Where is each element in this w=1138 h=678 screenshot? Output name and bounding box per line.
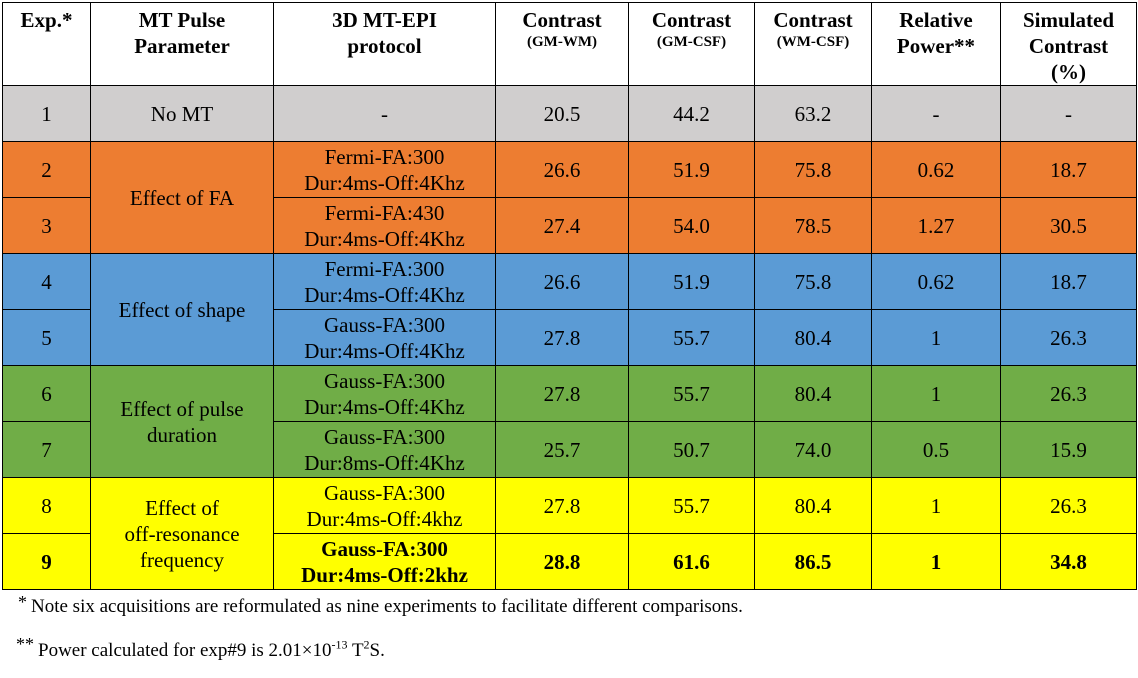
sim-cell: 18.7 [1000, 253, 1137, 310]
wm-csf-cell: 63.2 [754, 85, 872, 142]
protocol-cell: Gauss-FA:300 Dur:4ms-Off:4Khz [273, 309, 496, 366]
power-cell: 1.27 [871, 197, 1001, 254]
protocol-cell: Gauss-FA:300 Dur:4ms-Off:2khz [273, 533, 496, 590]
group-effect-of-off-resonance: Effect of off-resonance frequency [90, 477, 274, 590]
power-cell: 0.62 [871, 253, 1001, 310]
exp-cell: 3 [2, 197, 91, 254]
gm-csf-cell: 61.6 [628, 533, 755, 590]
group-effect-of-pulse-duration: Effect of pulse duration [90, 365, 274, 478]
header-contrast-gm-csf: Contrast (GM-CSF) [628, 2, 755, 86]
header-relative-power: Relative Power** [871, 2, 1001, 86]
gm-wm-cell: 26.6 [495, 141, 629, 198]
gm-csf-cell: 55.7 [628, 365, 755, 422]
wm-csf-cell: 75.8 [754, 141, 872, 198]
table-row: 7 Gauss-FA:300 Dur:8ms-Off:4Khz 25.7 50.7… [2, 421, 1137, 478]
power-cell: 0.62 [871, 141, 1001, 198]
table-row: 2 Effect of FA Fermi-FA:300 Dur:4ms-Off:4… [2, 141, 1137, 254]
wm-csf-cell: 80.4 [754, 477, 872, 534]
power-cell: - [871, 85, 1001, 142]
table-row: 1 No MT - 20.5 44.2 63.2 - - [2, 85, 1137, 142]
exp-cell: 9 [2, 533, 91, 590]
footnote-1-text: Note six acquisitions are reformulated a… [31, 596, 743, 617]
exp-cell: 4 [2, 253, 91, 310]
header-mt-pulse: MT Pulse Parameter [90, 2, 274, 86]
wm-csf-cell: 80.4 [754, 309, 872, 366]
power-cell: 1 [871, 365, 1001, 422]
gm-wm-cell: 27.8 [495, 365, 629, 422]
results-table: Exp.* MT Pulse Parameter 3D MT-EPI protoco… [2, 2, 1137, 590]
power-cell: 1 [871, 477, 1001, 534]
wm-csf-cell: 80.4 [754, 365, 872, 422]
wm-csf-cell: 78.5 [754, 197, 872, 254]
footnote-2: ** Power calculated for exp#9 is 2.01×10… [16, 634, 385, 662]
header-protocol: 3D MT-EPI protocol [273, 2, 496, 86]
gm-csf-cell: 51.9 [628, 253, 755, 310]
power-cell: 1 [871, 309, 1001, 366]
sim-cell: 26.3 [1000, 309, 1137, 366]
group-effect-of-shape: Effect of shape [90, 253, 274, 366]
protocol-cell: Fermi-FA:430 Dur:4ms-Off:4Khz [273, 197, 496, 254]
table-row: 3 Fermi-FA:430 Dur:4ms-Off:4Khz 27.4 54.0… [2, 197, 1137, 254]
protocol-cell: Fermi-FA:300 Dur:4ms-Off:4Khz [273, 141, 496, 198]
wm-csf-cell: 86.5 [754, 533, 872, 590]
power-cell: 1 [871, 533, 1001, 590]
group-no-mt: No MT [90, 85, 274, 142]
gm-wm-cell: 27.8 [495, 309, 629, 366]
footnote-1-mark: * [18, 592, 27, 612]
protocol-cell: - [273, 85, 496, 142]
gm-wm-cell: 25.7 [495, 421, 629, 478]
protocol-cell: Gauss-FA:300 Dur:4ms-Off:4khz [273, 477, 496, 534]
gm-wm-cell: 27.8 [495, 477, 629, 534]
gm-wm-cell: 26.6 [495, 253, 629, 310]
gm-csf-cell: 51.9 [628, 141, 755, 198]
gm-csf-cell: 55.7 [628, 477, 755, 534]
gm-wm-cell: 28.8 [495, 533, 629, 590]
gm-wm-cell: 20.5 [495, 85, 629, 142]
table-row: 8 Effect of off-resonance frequency Gauss-… [2, 477, 1137, 590]
sim-cell: 26.3 [1000, 365, 1137, 422]
header-contrast-wm-csf: Contrast (WM-CSF) [754, 2, 872, 86]
header-exp: Exp.* [2, 2, 91, 86]
sim-cell: - [1000, 85, 1137, 142]
gm-wm-cell: 27.4 [495, 197, 629, 254]
protocol-cell: Fermi-FA:300 Dur:4ms-Off:4Khz [273, 253, 496, 310]
gm-csf-cell: 44.2 [628, 85, 755, 142]
table-row: 6 Effect of pulse duration Gauss-FA:300 Du… [2, 365, 1137, 478]
protocol-cell: Gauss-FA:300 Dur:4ms-Off:4Khz [273, 365, 496, 422]
exp-cell: 5 [2, 309, 91, 366]
gm-csf-cell: 50.7 [628, 421, 755, 478]
group-effect-of-fa: Effect of FA [90, 141, 274, 254]
sim-cell: 15.9 [1000, 421, 1137, 478]
sim-cell: 34.8 [1000, 533, 1137, 590]
power-cell: 0.5 [871, 421, 1001, 478]
sim-cell: 30.5 [1000, 197, 1137, 254]
sim-cell: 26.3 [1000, 477, 1137, 534]
exp-cell: 2 [2, 141, 91, 198]
wm-csf-cell: 74.0 [754, 421, 872, 478]
sim-cell: 18.7 [1000, 141, 1137, 198]
header-simulated-contrast: Simulated Contrast (%) [1000, 2, 1137, 86]
gm-csf-cell: 55.7 [628, 309, 755, 366]
header-contrast-gm-wm: Contrast (GM-WM) [495, 2, 629, 86]
header-row: Exp.* MT Pulse Parameter 3D MT-EPI protoco… [2, 2, 1137, 86]
wm-csf-cell: 75.8 [754, 253, 872, 310]
gm-csf-cell: 54.0 [628, 197, 755, 254]
footnote-1: * Note six acquisitions are reformulated… [18, 592, 743, 618]
table-row: 4 Effect of shape Fermi-FA:300 Dur:4ms-Of… [2, 253, 1137, 366]
exp-cell: 7 [2, 421, 91, 478]
exp-cell: 1 [2, 85, 91, 142]
footnote-2-text: Power calculated for exp#9 is 2.01×10-13… [38, 638, 385, 662]
exp-cell: 6 [2, 365, 91, 422]
protocol-cell: Gauss-FA:300 Dur:8ms-Off:4Khz [273, 421, 496, 478]
exp-cell: 8 [2, 477, 91, 534]
footnote-2-mark: ** [16, 634, 34, 654]
